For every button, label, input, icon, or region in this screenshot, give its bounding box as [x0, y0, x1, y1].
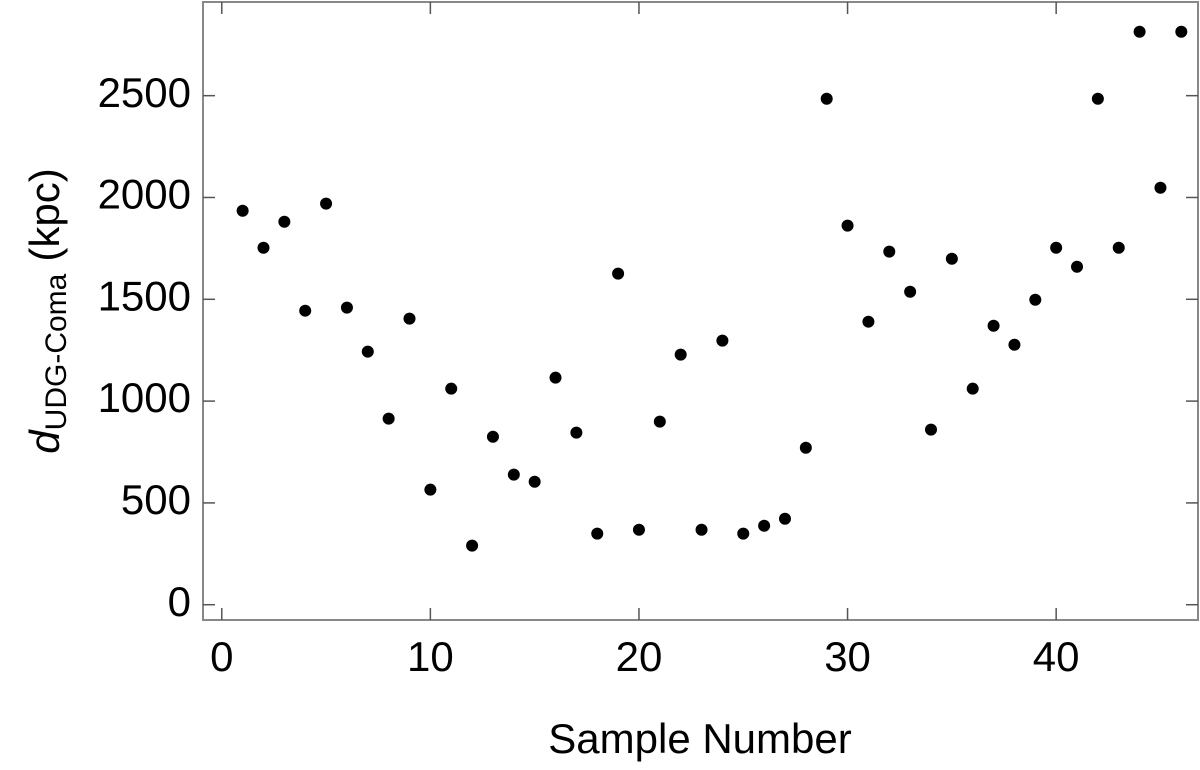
point: [236, 204, 249, 217]
point: [758, 519, 771, 532]
point: [445, 382, 458, 395]
x-axis-label: Sample Number: [548, 715, 851, 762]
point: [987, 319, 1000, 332]
y-axis-label: dUDG-Coma (kpc): [21, 168, 73, 453]
y-label-unit: (kpc): [21, 168, 68, 261]
point: [820, 92, 833, 105]
y-tick-label: 2000: [98, 171, 191, 218]
point: [549, 371, 562, 384]
point: [778, 512, 791, 525]
point: [278, 215, 291, 228]
point: [799, 441, 812, 454]
point: [257, 241, 270, 254]
point: [486, 430, 499, 443]
point: [570, 426, 583, 439]
point: [361, 345, 374, 358]
point: [1175, 25, 1188, 38]
point: [862, 315, 875, 328]
point: [737, 527, 750, 540]
point: [1091, 92, 1104, 105]
point: [612, 267, 625, 280]
y-tick-label: 2500: [98, 69, 191, 116]
y-label-symbol: d: [21, 429, 68, 454]
point: [382, 412, 395, 425]
point: [320, 197, 333, 210]
point: [1008, 338, 1021, 351]
point: [883, 245, 896, 258]
point: [632, 523, 645, 536]
point: [904, 285, 917, 298]
x-tick-label: 0: [210, 633, 233, 680]
point: [945, 252, 958, 265]
point: [841, 219, 854, 232]
point: [340, 301, 353, 314]
point: [1050, 241, 1063, 254]
plot-frame: [202, 1, 1199, 621]
point: [403, 312, 416, 325]
point: [1154, 181, 1167, 194]
point: [528, 475, 541, 488]
point: [591, 527, 604, 540]
x-tick-label: 10: [407, 633, 454, 680]
y-tick-label: 0: [168, 578, 191, 625]
x-tick-label: 40: [1033, 633, 1080, 680]
point: [1029, 293, 1042, 306]
x-tick-label: 30: [824, 633, 871, 680]
point: [507, 468, 520, 481]
point: [424, 483, 437, 496]
point: [966, 382, 979, 395]
point: [716, 334, 729, 347]
y-label-subscript: UDG-Coma: [40, 273, 73, 430]
point: [924, 423, 937, 436]
point: [1071, 260, 1084, 273]
point: [299, 304, 312, 317]
point: [695, 523, 708, 536]
point: [1133, 25, 1146, 38]
point: [466, 539, 479, 552]
point: [1112, 241, 1125, 254]
y-tick-label: 1000: [98, 374, 191, 421]
point: [674, 348, 687, 361]
x-tick-label: 20: [616, 633, 663, 680]
point: [653, 415, 666, 428]
y-tick-label: 500: [121, 476, 191, 523]
y-tick-label: 1500: [98, 272, 191, 319]
